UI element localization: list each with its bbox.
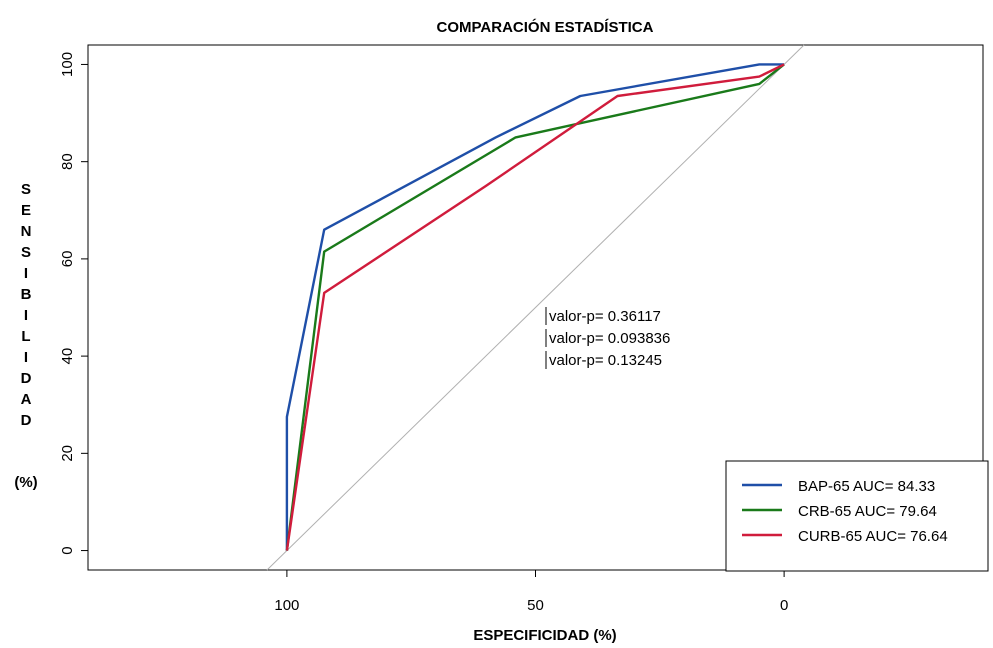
y-axis-label-letter: D [21,412,32,429]
y-axis-unit: (%) [14,474,37,491]
series-line-bap-65 [285,63,785,551]
legend-entry: BAP-65 AUC= 84.33 [798,478,935,495]
x-tick-label: 0 [780,597,788,614]
y-axis-label-letter: A [21,391,32,408]
y-axis-label-letter: L [21,328,30,345]
y-tick-label: 100 [59,52,76,77]
legend-entry: CURB-65 AUC= 76.64 [798,528,948,545]
y-tick-label: 0 [59,546,76,554]
y-axis-label-letter: N [21,223,32,240]
y-axis-label-letter: S [21,244,31,261]
legend-box [725,460,989,572]
y-axis-label-letter: E [21,202,31,219]
y-tick-label: 60 [59,251,76,268]
y-tick-label: 80 [59,153,76,170]
diagonal-reference-line [266,44,805,571]
y-tick-label: 40 [59,348,76,365]
x-axis-label: ESPECIFICIDAD (%) [473,627,616,644]
x-tick-label: 100 [274,597,299,614]
y-axis-label-letter: D [21,370,32,387]
chart-title: COMPARACIÓN ESTADÍSTICA [437,18,654,36]
p-value-annotation: valor-p= 0.13245 [549,352,662,369]
y-tick-label: 20 [59,445,76,462]
x-tick-label: 50 [527,597,544,614]
legend-entry: CRB-65 AUC= 79.64 [798,503,937,520]
y-axis-label-letter: I [24,349,28,366]
y-axis-label-letter: I [24,307,28,324]
series-line-crb-65 [285,63,785,551]
y-axis-label-letter: S [21,181,31,198]
y-axis-label-letter: I [24,265,28,282]
y-axis-label-letter: B [21,286,32,303]
p-value-annotation: valor-p= 0.36117 [549,308,661,325]
series-line-curb-65 [285,63,785,551]
p-value-annotation: valor-p= 0.093836 [549,330,670,347]
